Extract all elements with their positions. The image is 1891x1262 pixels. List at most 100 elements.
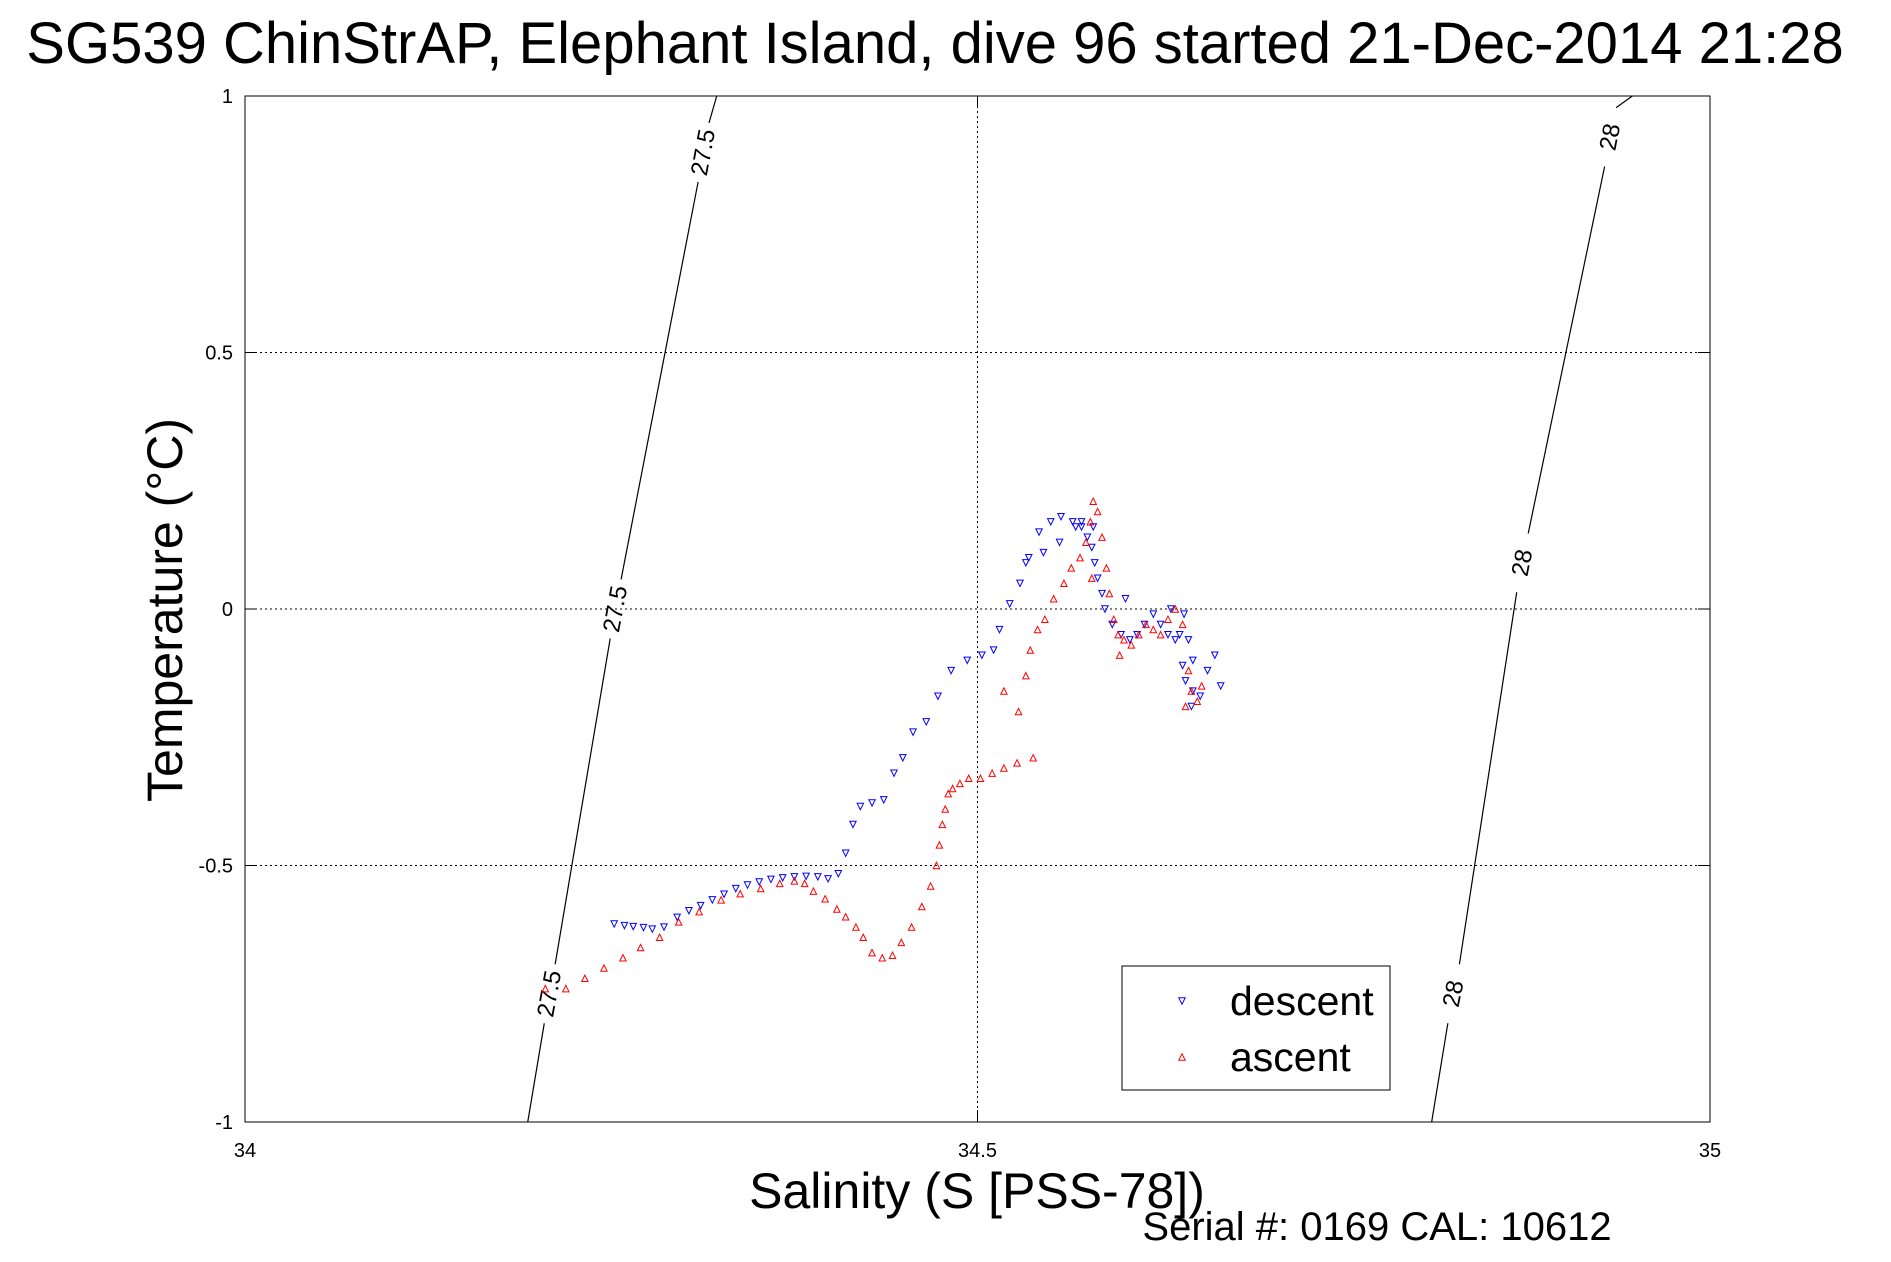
descent-point <box>1181 677 1190 686</box>
ascent-point <box>1115 650 1124 659</box>
ascent-point <box>1102 563 1111 572</box>
descent-point <box>1196 692 1205 701</box>
isopycnal-segment <box>527 1023 545 1123</box>
x-axis-label: Salinity (S [PSS-78]) <box>749 1163 1205 1219</box>
ascent-point <box>878 953 887 962</box>
y-axis-label: Temperature (°C) <box>137 418 193 802</box>
ascent-point <box>1086 517 1095 526</box>
y-tick-label: 1 <box>222 86 233 108</box>
ascent-point <box>1033 625 1042 634</box>
descent-point <box>766 875 775 884</box>
descent-point <box>1055 538 1064 547</box>
ascent-point <box>674 917 683 926</box>
legend-marker-ascent <box>1177 1052 1187 1061</box>
ascent-point <box>851 922 860 931</box>
descent-point <box>1035 528 1044 537</box>
ascent-point <box>756 884 765 893</box>
descent-point <box>1087 543 1096 552</box>
legend-label-descent: descent <box>1230 978 1374 1024</box>
descent-point <box>922 718 931 727</box>
descent-point <box>731 884 740 893</box>
legend-box <box>1121 965 1391 1091</box>
ascent-point <box>1127 640 1136 649</box>
isopycnal-label: 27.5 <box>686 127 721 178</box>
descent-point <box>1187 702 1196 711</box>
ascent-point <box>907 922 916 931</box>
ascent-point <box>938 820 947 829</box>
ascent-point <box>964 773 973 782</box>
descent-point <box>1039 548 1048 557</box>
isopycnal-label: 27.5 <box>532 968 567 1019</box>
ascent-point <box>832 904 841 913</box>
ascent-point <box>1049 594 1058 603</box>
ascent-point <box>1119 635 1129 644</box>
descent-point <box>933 692 942 701</box>
y-tick-label: -1 <box>215 1112 233 1134</box>
ascent-point <box>1059 579 1068 588</box>
ascent-point <box>655 933 664 942</box>
ascent-point <box>926 881 935 890</box>
descent-point <box>995 625 1004 634</box>
isopycnal-label: 28 <box>1438 978 1470 1009</box>
ascent-point <box>999 686 1008 695</box>
serial-calibration-note: Serial #: 0169 CAL: 10612 <box>1142 1205 1611 1249</box>
ascent-point <box>1181 702 1190 711</box>
ascent-point <box>1014 707 1023 716</box>
ascent-point <box>1141 620 1150 629</box>
descent-point <box>1083 533 1092 542</box>
descent-point <box>1140 620 1149 629</box>
isopycnal-label: 28 <box>1507 547 1539 578</box>
descent-point <box>856 802 865 811</box>
x-axis-ticks: 34 34.5 35 <box>234 96 1721 1162</box>
ascent-point <box>809 886 818 895</box>
descent-point <box>1156 620 1165 629</box>
descent-point <box>848 820 857 829</box>
descent-point <box>1024 554 1033 563</box>
descent-point <box>610 920 619 929</box>
descent-point <box>1184 636 1193 645</box>
ascent-point <box>717 895 726 904</box>
x-tick-label: 34 <box>234 1140 256 1162</box>
ascent-point <box>932 861 941 870</box>
descent-point <box>1149 610 1158 619</box>
ascent-point <box>1040 614 1049 623</box>
ascent-point <box>561 984 570 993</box>
descent-point <box>963 656 972 665</box>
ascent-point <box>976 773 985 782</box>
ascent-point <box>941 804 950 813</box>
ascent-point <box>1029 753 1038 762</box>
descent-point <box>1210 651 1219 660</box>
descent-point <box>708 896 717 905</box>
ascent-point <box>736 889 745 898</box>
descent-point <box>1175 630 1184 639</box>
descent-point <box>824 875 833 884</box>
data-points <box>541 496 1225 993</box>
descent-point <box>989 646 998 655</box>
descent-point <box>1071 523 1080 532</box>
legend-label-ascent: ascent <box>1230 1034 1351 1080</box>
legend: descent ascent <box>1121 965 1391 1091</box>
descent-point <box>1108 620 1117 629</box>
ascent-point <box>1184 666 1193 675</box>
isopycnal-segment <box>708 95 718 124</box>
isopycnal-label: 27.5 <box>598 584 633 635</box>
descent-point <box>802 872 811 881</box>
isopycnal-label: 28 <box>1595 121 1627 152</box>
descent-point <box>898 754 907 763</box>
descent-point <box>743 881 752 890</box>
descent-point <box>889 769 899 778</box>
ascent-point <box>868 948 877 957</box>
chart-title: SG539 ChinStrAP, Elephant Island, dive 9… <box>26 11 1843 76</box>
descent-point <box>1077 523 1086 532</box>
descent-point <box>1163 630 1172 639</box>
ascent-point <box>917 902 926 911</box>
isopycnal-segment <box>1615 95 1633 109</box>
descent-point <box>977 651 986 660</box>
descent-point <box>834 870 843 879</box>
descent-point <box>868 799 877 808</box>
descent-point <box>1133 630 1142 639</box>
descent-point <box>696 901 705 910</box>
descent-point <box>1068 518 1077 527</box>
descent-point <box>1121 595 1130 604</box>
legend-marker-descent <box>1177 997 1187 1006</box>
